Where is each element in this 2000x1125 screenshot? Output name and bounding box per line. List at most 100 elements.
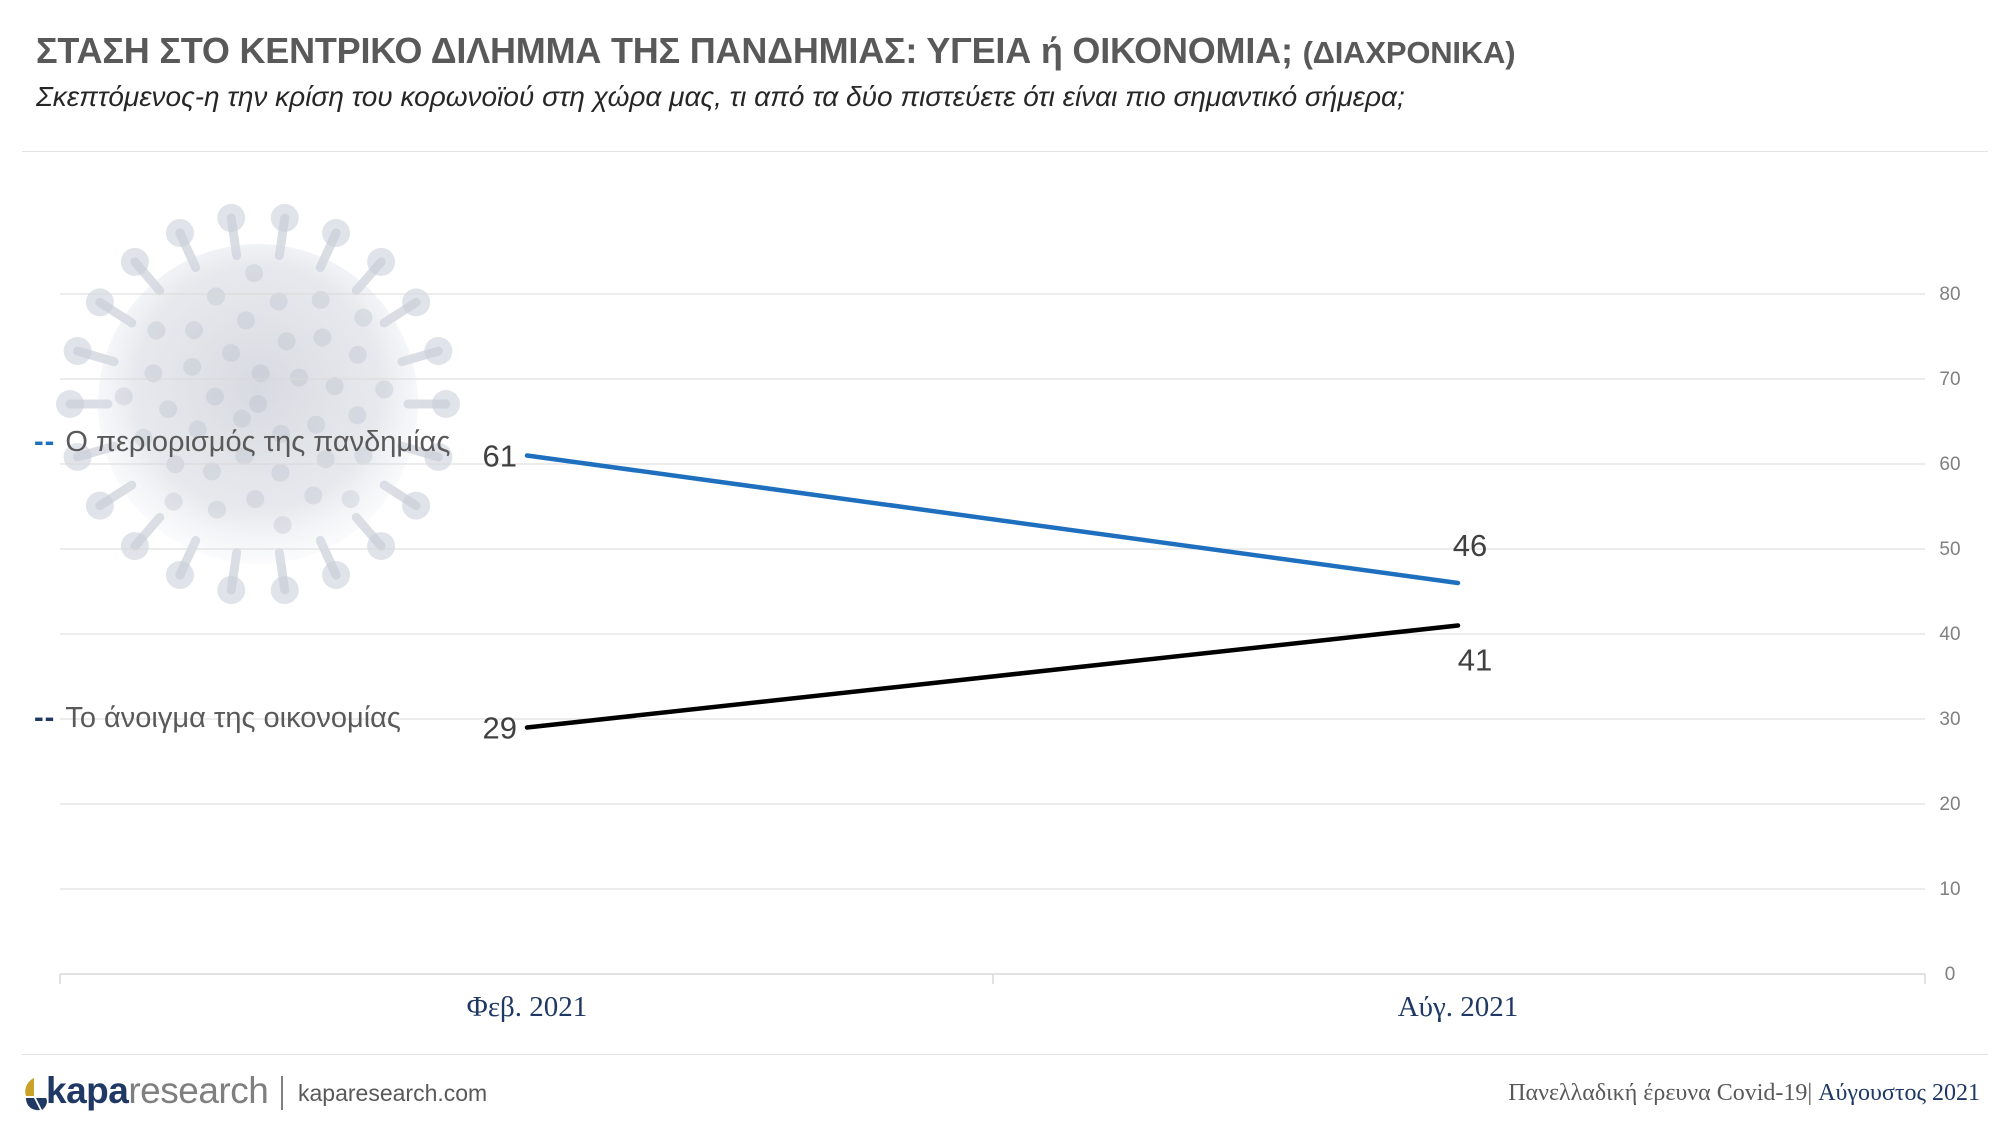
virus-texture [269, 292, 288, 311]
virus-spike-head [85, 288, 114, 317]
chart-series [524, 453, 1461, 730]
virus-texture [245, 264, 264, 283]
virus-spike-head [322, 561, 351, 590]
virus-spike-head [120, 247, 149, 276]
data-label: 41 [1458, 643, 1492, 678]
virus-texture [354, 446, 373, 465]
virus-spike-head [165, 561, 194, 590]
virus-texture [341, 490, 360, 509]
virus-texture [313, 328, 332, 347]
y-tick-label: 20 [1939, 794, 1960, 815]
virus-texture [290, 368, 309, 387]
virus-spike-head [120, 532, 149, 561]
legend-item-economy-opening: -- Το άνοιγμα της οικονομίας [34, 702, 401, 735]
virus-spike-head [85, 491, 114, 520]
data-label: 46 [1453, 528, 1487, 563]
legend-label: Ο περιορισμός της πανδημίας [65, 426, 451, 458]
virus-spike-head [270, 203, 299, 232]
logo-separator [281, 1076, 283, 1110]
y-tick-label: 30 [1939, 709, 1960, 730]
survey-date: Αύγουστος 2021 [1818, 1080, 1980, 1106]
virus-texture [249, 395, 267, 413]
virus-spike-head [56, 390, 84, 418]
virus-spike-head [402, 288, 431, 317]
data-label: 61 [483, 439, 517, 474]
virus-texture [348, 345, 367, 364]
legend-swatch-black: -- [34, 702, 56, 734]
virus-texture [134, 428, 153, 447]
virus-texture [272, 424, 291, 443]
coronavirus-icon [56, 203, 460, 605]
virus-texture [114, 387, 133, 406]
title-suffix: (ΔΙΑΧΡΟΝΙΚΑ) [1302, 35, 1516, 70]
virus-texture [271, 463, 290, 482]
virus-texture [222, 343, 241, 362]
chart-gridlines: 0 10 20 30 40 50 60 70 80 [60, 284, 1961, 985]
virus-texture [207, 500, 226, 519]
chart-axes: Φεβ. 2021 Αύγ. 2021 [59, 973, 1926, 1023]
virus-texture [235, 446, 254, 465]
y-tick-label: 70 [1939, 369, 1960, 390]
virus-texture [246, 490, 265, 509]
virus-texture [251, 364, 270, 383]
y-tick-label: 10 [1939, 879, 1960, 900]
website-link[interactable]: kaparesearch.com [298, 1080, 488, 1106]
virus-spike-head [432, 390, 460, 418]
virus-spike-head [402, 491, 431, 520]
virus-texture [164, 492, 183, 511]
data-label: 29 [483, 711, 517, 746]
virus-texture [325, 377, 344, 396]
footer-separator: | [1807, 1080, 1813, 1106]
virus-texture [185, 321, 204, 340]
virus-texture [273, 515, 292, 534]
virus-texture [207, 287, 226, 306]
x-tick-label: Φεβ. 2021 [467, 991, 588, 1023]
page-title: ΣΤΑΣΗ ΣΤΟ ΚΕΝΤΡΙΚΟ ΔΙΛΗΜΜΑ ΤΗΣ ΠΑΝΔΗΜΙΑΣ… [36, 30, 1516, 72]
y-tick-label: 0 [1945, 964, 1956, 985]
virus-texture [232, 409, 251, 428]
virus-texture [183, 357, 202, 376]
y-tick-label: 50 [1939, 539, 1960, 560]
virus-spike-head [217, 576, 246, 605]
virus-spike-head [424, 337, 453, 366]
page-subtitle: Σκεπτόμενος-η την κρίση του κορωνοϊού στ… [36, 81, 1405, 112]
virus-texture [236, 311, 255, 330]
footer-survey-info: Πανελλαδική έρευνα Covid-19| Αύγουστος 2… [1508, 1080, 1980, 1107]
title-main: ΣΤΑΣΗ ΣΤΟ ΚΕΝΤΡΙΚΟ ΔΙΛΗΜΜΑ ΤΗΣ ΠΑΝΔΗΜΙΑΣ… [36, 30, 1293, 71]
virus-body [98, 244, 418, 564]
virus-spike-head [217, 203, 246, 232]
chart-data-labels: 61 46 29 41 [483, 439, 1493, 746]
virus-spike-head [63, 337, 92, 366]
virus-texture [202, 462, 221, 481]
y-tick-label: 80 [1939, 284, 1960, 305]
virus-spike-head [367, 247, 396, 276]
legend-swatch-blue: -- [34, 426, 56, 458]
x-tick-label: Αύγ. 2021 [1398, 991, 1519, 1023]
y-tick-label: 40 [1939, 624, 1960, 645]
virus-texture [307, 415, 326, 434]
virus-texture [144, 364, 163, 383]
virus-texture [205, 387, 224, 406]
virus-spike-head [367, 532, 396, 561]
line-chart: 0 10 20 30 40 50 60 70 80 Φεβ. 2021 Αύγ. 2021 61 4… [56, 203, 1961, 1023]
virus-texture [304, 486, 323, 505]
virus-texture [354, 308, 373, 327]
header-divider [22, 151, 1988, 152]
virus-spike-head [165, 218, 194, 247]
legend-label: Το άνοιγμα της οικονομίας [65, 702, 401, 734]
virus-spike-head [270, 576, 299, 605]
y-tick-label: 60 [1939, 454, 1960, 475]
virus-spike-head [322, 218, 351, 247]
kapa-logo-icon [25, 1078, 47, 1111]
legend-item-pandemic-limit: -- Ο περιορισμός της πανδημίας [34, 426, 450, 459]
survey-name: Πανελλαδική έρευνα Covid-19 [1508, 1080, 1808, 1106]
logo-wordmark: kaparesearch [46, 1070, 269, 1111]
virus-texture [311, 290, 330, 309]
series-line [524, 623, 1461, 730]
virus-texture [277, 332, 296, 351]
virus-texture [375, 380, 394, 399]
virus-texture [147, 321, 166, 340]
footer-divider [22, 1054, 1988, 1055]
virus-texture [159, 400, 178, 419]
virus-texture [348, 406, 367, 425]
